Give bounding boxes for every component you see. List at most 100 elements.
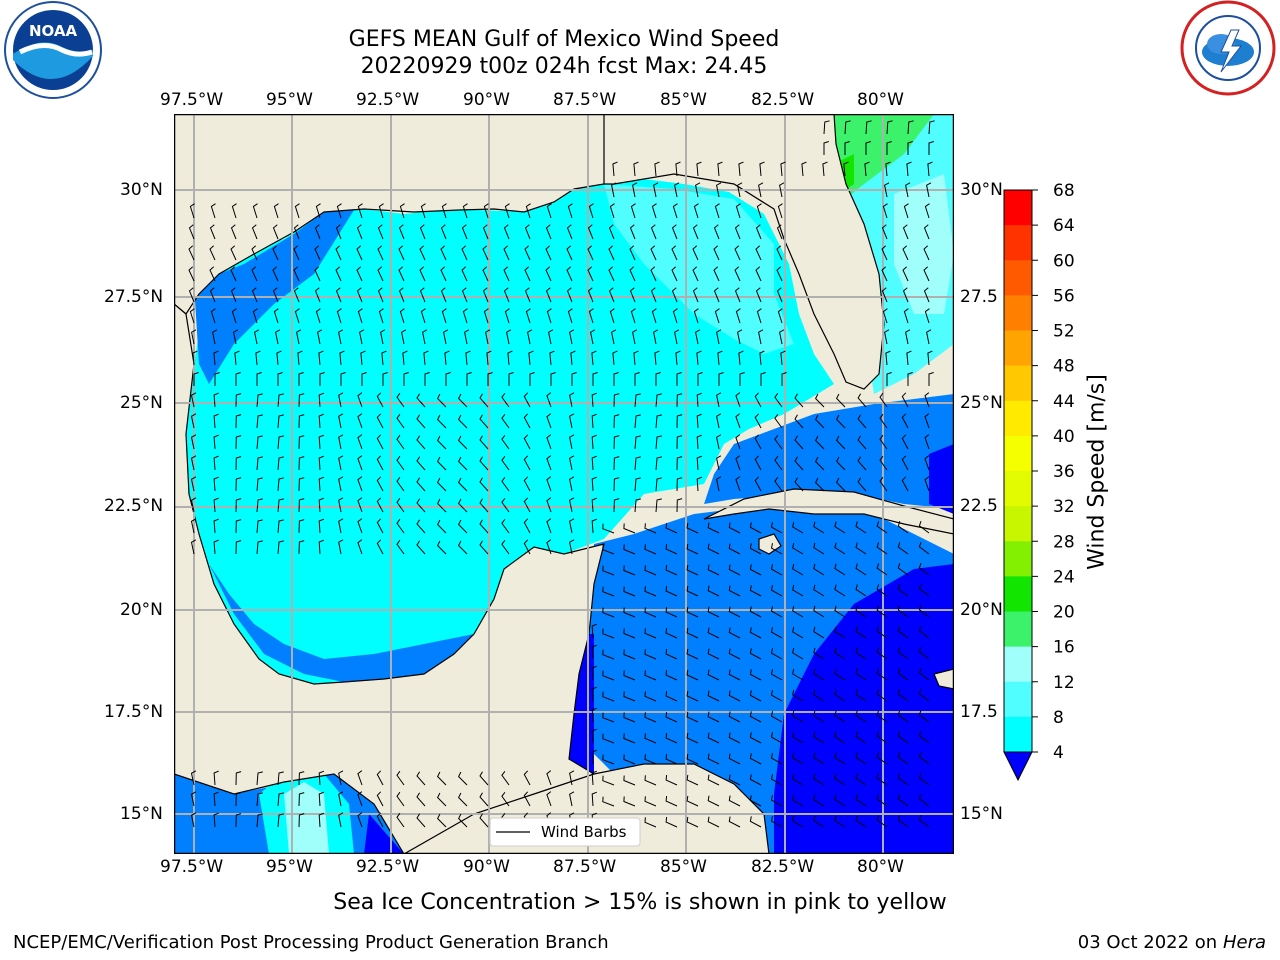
wind-barb <box>503 245 510 261</box>
wind-barb <box>440 224 447 240</box>
wind-barb <box>501 792 510 807</box>
wind-barb <box>901 455 909 471</box>
wind-barb <box>813 563 825 576</box>
wind-barb <box>338 812 344 828</box>
wind-barb <box>834 815 846 828</box>
wind-barb <box>770 711 783 723</box>
wind-barb <box>686 606 699 618</box>
wind-barb <box>210 308 216 324</box>
lon-label: 95°W <box>266 90 313 110</box>
wind-barb <box>918 688 930 702</box>
wind-barb <box>298 540 305 555</box>
wind-barb <box>190 812 197 828</box>
wind-barb <box>436 792 447 807</box>
wind-barb <box>696 434 702 450</box>
wind-barb <box>813 710 825 723</box>
wind-barb <box>770 732 783 744</box>
atlantic-straits-water <box>704 394 954 509</box>
lon-label: 80°W <box>857 857 904 877</box>
wind-barb <box>755 287 762 303</box>
wind-barb <box>756 308 762 324</box>
wind-barb <box>716 329 722 345</box>
wind-barb <box>602 796 615 807</box>
wind-barb <box>905 182 911 198</box>
wind-barb <box>501 393 510 408</box>
wind-barb <box>567 308 573 324</box>
wind-barb <box>770 627 783 639</box>
wind-barb <box>834 542 846 555</box>
wind-barb <box>569 329 575 345</box>
legend-label: Wind Barbs <box>541 823 627 841</box>
wind-barb <box>876 773 888 786</box>
wind-barb <box>716 476 722 492</box>
lon-label: 80°W <box>857 90 904 110</box>
mexico-land <box>174 303 765 854</box>
wind-barb <box>716 182 722 198</box>
wind-barb <box>834 647 846 660</box>
wind-barb <box>419 287 426 303</box>
colorbar-bin <box>1004 541 1032 577</box>
wind-barb <box>770 690 783 702</box>
wind-barb <box>855 752 867 765</box>
wind-barb <box>235 498 242 513</box>
wind-barb <box>774 435 783 450</box>
wind-barb <box>676 414 683 429</box>
wind-barb <box>834 794 846 807</box>
wind-barb <box>792 542 804 555</box>
wind-barb <box>813 815 825 828</box>
wind-barb <box>461 224 468 240</box>
wind-barb <box>634 456 641 471</box>
wind-barb <box>381 350 387 366</box>
colorbar-tick-label: 4 <box>1053 743 1064 763</box>
footer-host: Hera <box>1222 932 1266 953</box>
wind-barb <box>881 245 888 261</box>
wind-barb <box>903 308 909 324</box>
wind-barb <box>602 607 615 618</box>
wind-barb <box>318 812 325 828</box>
colorbar-tick-label: 8 <box>1053 708 1064 728</box>
colorbar-bin <box>1004 330 1032 367</box>
wind-barb <box>590 329 596 345</box>
wind-barb <box>634 498 641 513</box>
wind-barb <box>718 372 724 386</box>
wind-barb <box>457 540 468 555</box>
wind-barb <box>566 224 573 240</box>
wind-barb <box>356 287 363 303</box>
wind-barb <box>569 476 575 492</box>
wind-barb <box>770 543 783 555</box>
wind-barb <box>608 266 615 282</box>
wind-barb <box>591 707 597 723</box>
water-12-16 <box>604 184 794 354</box>
wind-barb <box>717 350 723 366</box>
wind-barb <box>644 523 657 534</box>
wind-barb <box>396 413 405 429</box>
wind-barb <box>857 477 867 492</box>
wind-barb <box>918 583 930 597</box>
wind-barb <box>885 161 891 177</box>
wind-barb <box>728 732 741 744</box>
wind-barb <box>754 476 762 492</box>
wind-barb <box>230 224 237 240</box>
lat-label: 25°N <box>960 393 1003 413</box>
wind-barb <box>339 350 345 366</box>
wind-barb <box>591 413 597 429</box>
wind-barb <box>903 203 909 219</box>
wind-barb <box>876 542 888 555</box>
wind-barb <box>319 372 325 386</box>
wind-barb <box>482 245 489 261</box>
wind-barb <box>501 771 510 786</box>
wind-barb <box>436 477 447 492</box>
wind-barb <box>613 435 620 450</box>
wind-barb <box>835 393 846 408</box>
wind-barb <box>644 544 657 555</box>
wind-barb <box>523 392 531 408</box>
wind-barb <box>524 245 531 261</box>
wind-barb <box>256 792 263 807</box>
wind-barb <box>734 245 741 261</box>
water-4-8-bay <box>204 554 474 682</box>
wind-barb <box>634 414 641 429</box>
wind-barb <box>591 686 597 702</box>
wind-barb <box>298 498 305 513</box>
wind-barb <box>396 770 405 786</box>
wind-barb <box>857 435 867 450</box>
